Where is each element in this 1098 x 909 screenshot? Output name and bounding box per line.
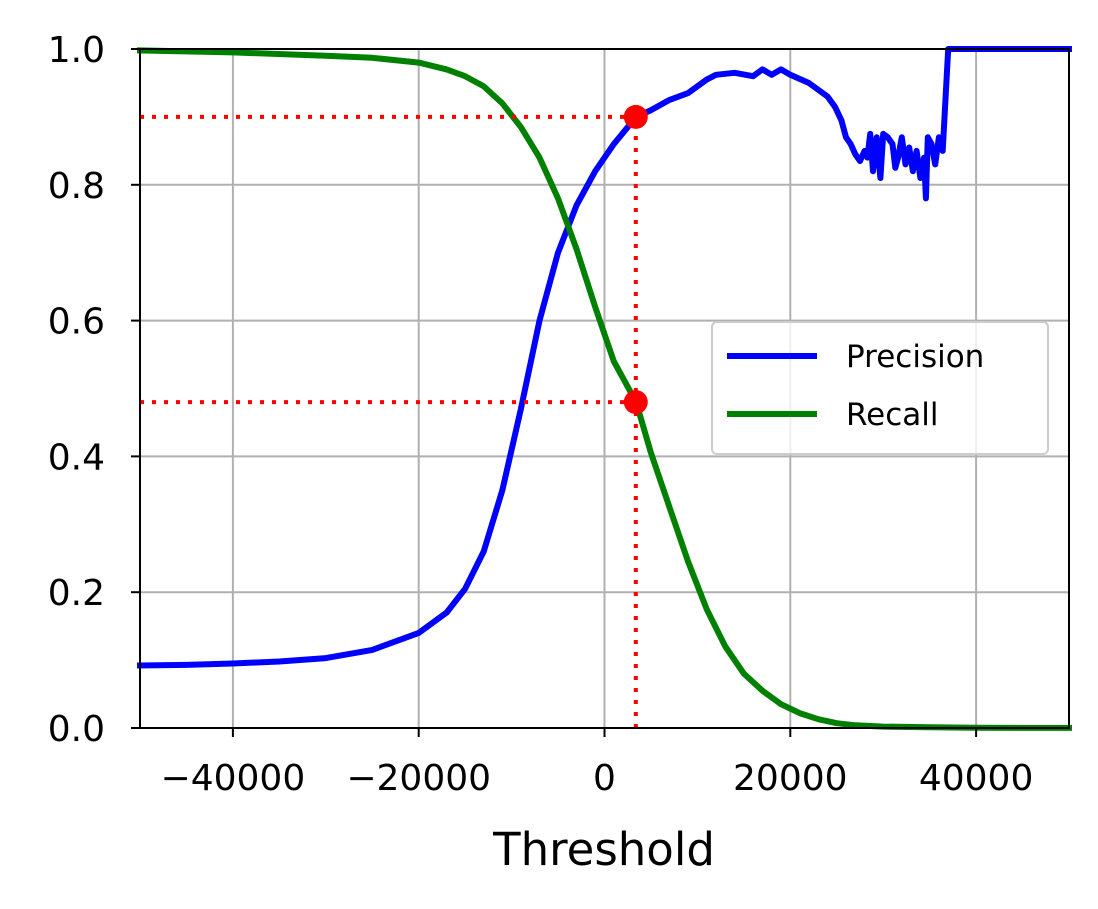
threshold-marker — [623, 104, 648, 129]
x-tick-label: −40000 — [161, 758, 306, 799]
legend-label-precision: Precision — [846, 339, 984, 375]
series-line-recall — [136, 47, 1072, 731]
series-group — [136, 46, 1072, 731]
x-axis-label: Threshold — [492, 823, 715, 876]
y-tick-label: 0.0 — [48, 709, 105, 750]
threshold-marker — [623, 390, 648, 415]
x-tick-label: 0 — [593, 758, 616, 799]
legend: Precision Recall — [711, 321, 1049, 455]
x-tick-label: 20000 — [733, 758, 848, 799]
y-tick-label: 0.8 — [48, 166, 105, 207]
y-tick-label: 0.4 — [48, 437, 105, 478]
y-tick-label: 1.0 — [48, 30, 105, 71]
y-tick-label: 0.2 — [48, 573, 105, 614]
x-tick-label: 40000 — [919, 758, 1034, 799]
y-tick-label: 0.6 — [48, 302, 105, 343]
axis-ticks: −40000 −20000 0 20000 40000 0.0 0.2 0.4 0.6 0.8 1.… — [48, 30, 1034, 799]
x-tick-label: −20000 — [346, 758, 491, 799]
series-line-precision — [136, 46, 1072, 669]
legend-label-recall: Recall — [846, 397, 939, 433]
threshold-markers — [623, 104, 648, 415]
